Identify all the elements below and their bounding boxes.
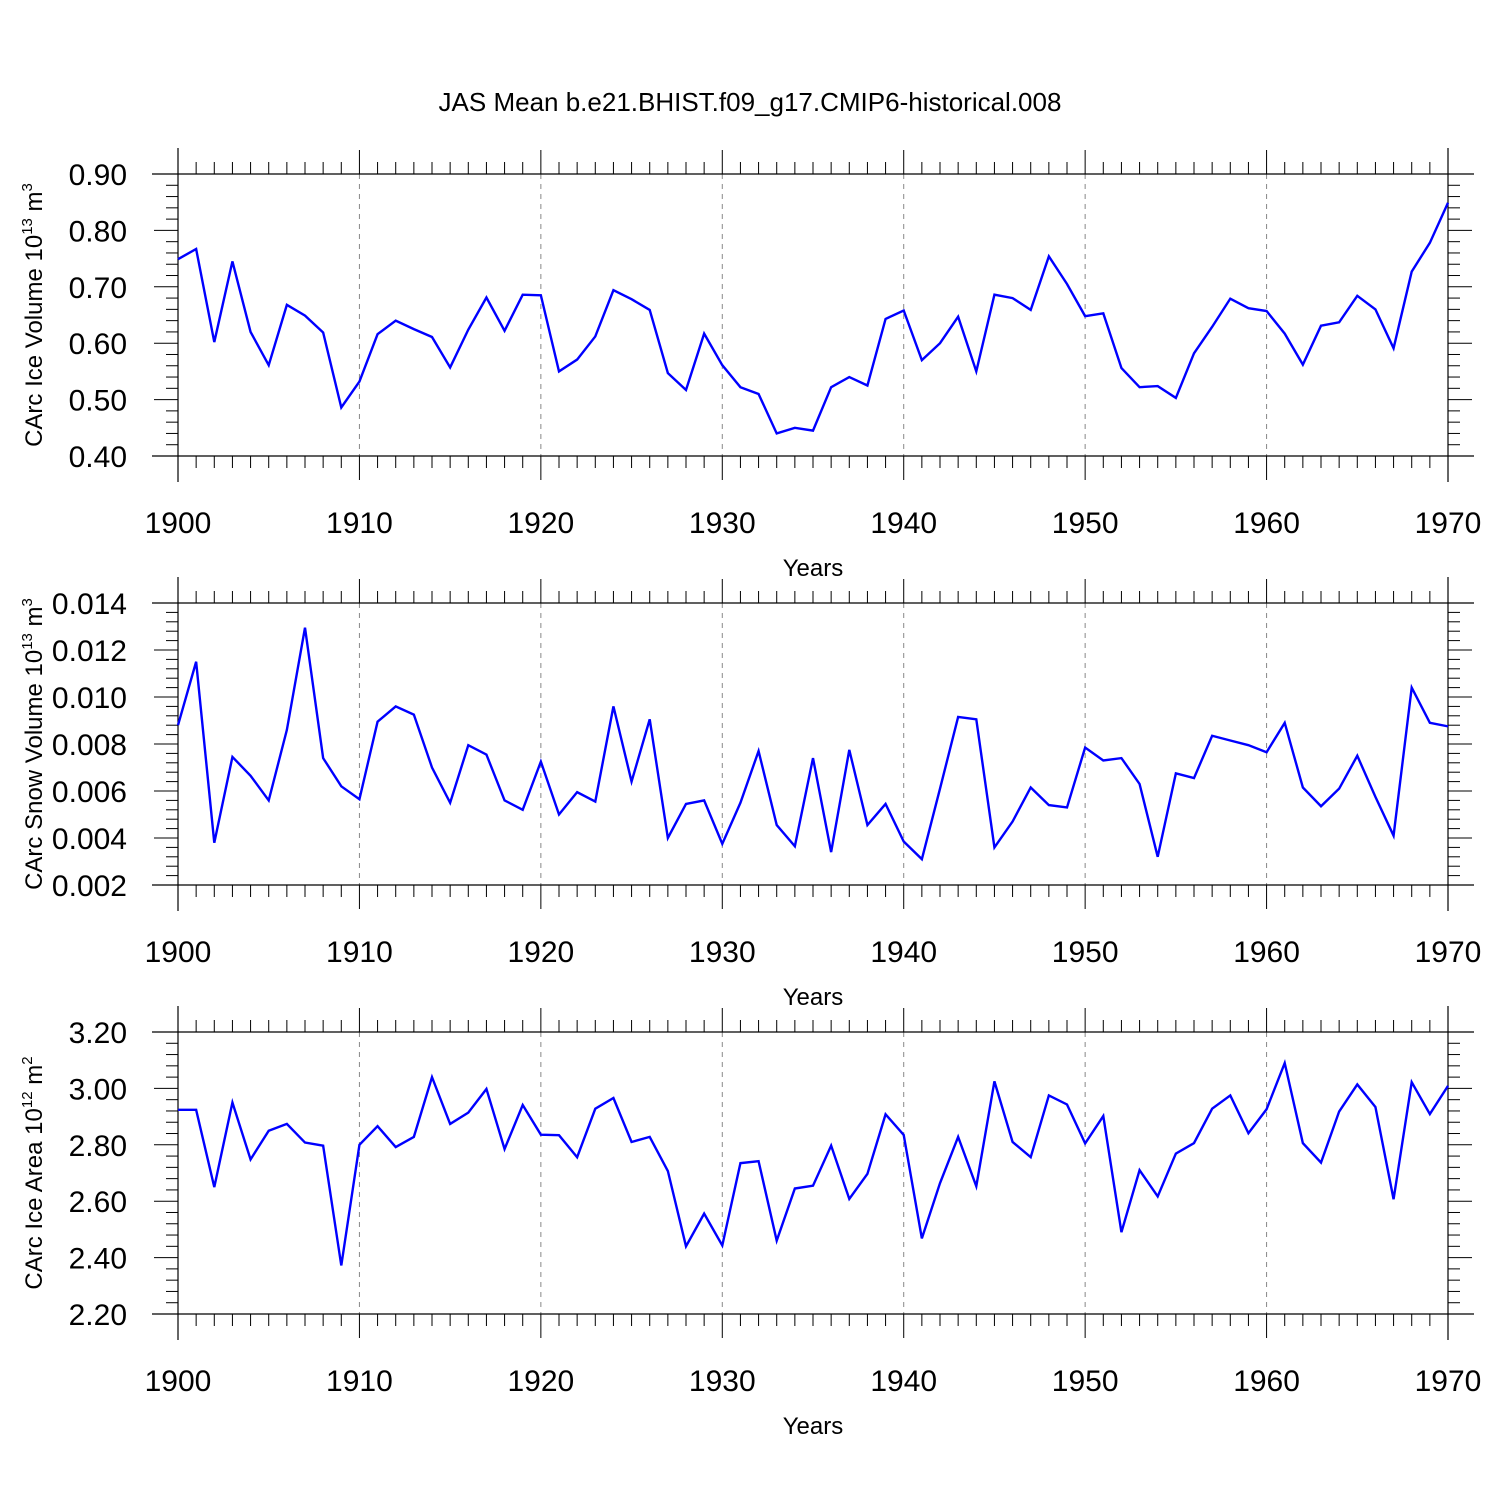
x-tick-label: 1970 bbox=[1415, 936, 1482, 969]
y-axis-title-exponent: 12 bbox=[19, 1091, 36, 1108]
x-tick-label: 1930 bbox=[689, 507, 756, 540]
x-tick-label: 1920 bbox=[507, 936, 574, 969]
y-tick-label: 2.60 bbox=[69, 1186, 127, 1219]
x-axis-title: Years bbox=[783, 984, 844, 1011]
x-tick-label: 1900 bbox=[145, 507, 212, 540]
panel-2: 1900 1910 1920 1930 1940 1950 1960 1970 0.002 0.0… bbox=[19, 577, 1481, 1011]
x-tick-label: 1970 bbox=[1415, 1365, 1482, 1398]
x-tick-label: 1900 bbox=[145, 936, 212, 969]
y-tick-label: 0.008 bbox=[52, 729, 127, 762]
panel-3: 1900 1910 1920 1930 1940 1950 1960 1970 2.20 2.40… bbox=[19, 1006, 1481, 1440]
x-tick-label: 1930 bbox=[689, 936, 756, 969]
y-axis-title-unit-exponent: 3 bbox=[19, 183, 36, 191]
chart-title: JAS Mean b.e21.BHIST.f09_g17.CMIP6-histo… bbox=[439, 87, 1062, 117]
y-tick-label: 2.20 bbox=[69, 1299, 127, 1332]
x-tick-label: 1900 bbox=[145, 1365, 212, 1398]
y-tick-label: 0.40 bbox=[69, 441, 127, 474]
x-tick-label: 1940 bbox=[870, 936, 937, 969]
y-axis-title-unit: m bbox=[21, 1065, 48, 1092]
y-tick-label: 0.80 bbox=[69, 215, 127, 248]
x-tick-label: 1960 bbox=[1233, 507, 1300, 540]
y-axis-title: CArc Ice Area 1012 m2 bbox=[19, 1056, 48, 1289]
y-axis-title-unit: m bbox=[21, 606, 48, 633]
x-tick-label: 1930 bbox=[689, 1365, 756, 1398]
y-tick-label: 0.70 bbox=[69, 272, 127, 305]
x-tick-label: 1910 bbox=[326, 507, 393, 540]
y-axis-title: CArc Snow Volume 1013 m3 bbox=[19, 598, 48, 890]
y-axis-title-main: CArc Snow Volume 10 bbox=[21, 650, 48, 890]
y-axis-title-main: CArc Ice Area 10 bbox=[21, 1108, 48, 1289]
x-tick-label: 1910 bbox=[326, 936, 393, 969]
x-tick-label: 1940 bbox=[870, 507, 937, 540]
x-tick-label: 1910 bbox=[326, 1365, 393, 1398]
y-tick-label: 0.002 bbox=[52, 870, 127, 903]
x-tick-label: 1960 bbox=[1233, 1365, 1300, 1398]
x-axis-title: Years bbox=[783, 1413, 844, 1440]
series-line-3 bbox=[178, 1058, 1450, 1266]
y-tick-label: 0.006 bbox=[52, 776, 127, 809]
y-tick-label: 2.40 bbox=[69, 1243, 127, 1276]
x-tick-label: 1920 bbox=[507, 507, 574, 540]
y-axis-title-unit-exponent: 2 bbox=[19, 1056, 36, 1064]
x-tick-label: 1940 bbox=[870, 1365, 937, 1398]
y-tick-label: 0.010 bbox=[52, 682, 127, 715]
y-tick-label: 0.004 bbox=[52, 823, 127, 856]
x-tick-label: 1960 bbox=[1233, 936, 1300, 969]
y-tick-label: 3.00 bbox=[69, 1073, 127, 1106]
x-tick-label: 1950 bbox=[1052, 936, 1119, 969]
y-tick-label: 0.60 bbox=[69, 328, 127, 361]
y-tick-label: 0.50 bbox=[69, 385, 127, 418]
x-tick-label: 1920 bbox=[507, 1365, 574, 1398]
y-axis-title-main: CArc Ice Volume 10 bbox=[21, 235, 48, 447]
y-tick-label: 3.20 bbox=[69, 1017, 127, 1050]
series-line-1 bbox=[177, 202, 1450, 435]
y-tick-label: 0.90 bbox=[69, 159, 127, 192]
x-tick-label: 1950 bbox=[1052, 1365, 1119, 1398]
y-tick-label: 0.014 bbox=[52, 588, 127, 621]
x-tick-label: 1950 bbox=[1052, 507, 1119, 540]
y-axis-title-exponent: 13 bbox=[19, 633, 36, 650]
panels: 1900 1910 1920 1930 1940 1950 1960 1970 0.40 0.50… bbox=[19, 148, 1481, 1440]
panel-1: 1900 1910 1920 1930 1940 1950 1960 1970 0.40 0.50… bbox=[19, 148, 1481, 582]
y-axis-title-exponent: 13 bbox=[19, 218, 36, 235]
y-axis-title: CArc Ice Volume 1013 m3 bbox=[19, 183, 48, 447]
y-axis-title-unit: m bbox=[21, 191, 48, 218]
x-tick-label: 1970 bbox=[1415, 507, 1482, 540]
y-axis-title-unit-exponent: 3 bbox=[19, 598, 36, 606]
series-line-2 bbox=[176, 627, 1449, 862]
y-tick-label: 2.80 bbox=[69, 1130, 127, 1163]
y-tick-label: 0.012 bbox=[52, 635, 127, 668]
x-axis-title: Years bbox=[783, 555, 844, 582]
